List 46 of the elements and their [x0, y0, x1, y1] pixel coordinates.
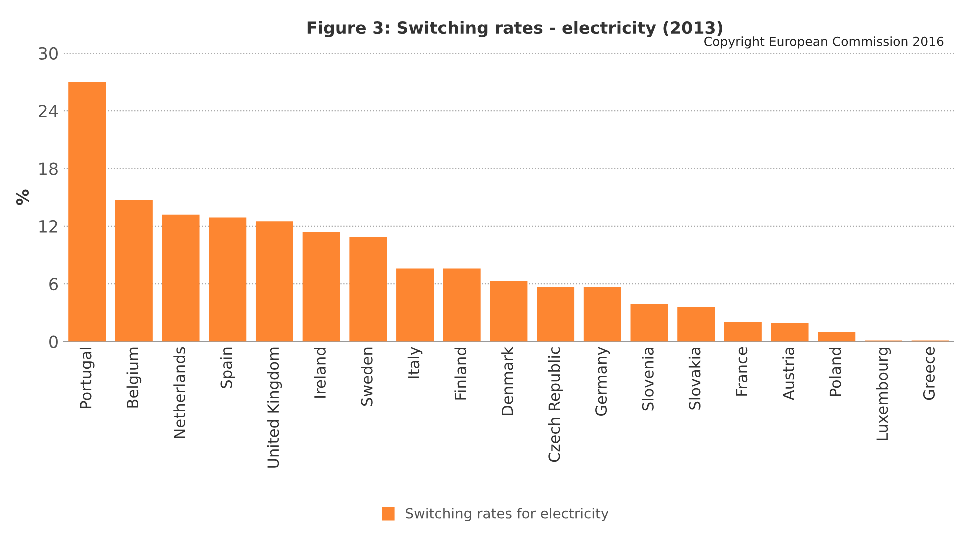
- x-tick-label: Belgium: [126, 348, 142, 408]
- bar: [350, 236, 388, 342]
- bar: [630, 304, 668, 342]
- x-tick-label: United Kingdom: [267, 348, 282, 468]
- y-tick-label: 24: [39, 105, 58, 118]
- x-tick-label: Luxembourg: [876, 348, 892, 440]
- x-tick-label: Austria: [782, 348, 794, 400]
- x-tick-label: Ireland: [314, 348, 326, 398]
- x-tick-label: Italy: [408, 347, 423, 378]
- y-tick-label: 30: [39, 47, 58, 60]
- x-tick-label: Sweden: [361, 348, 373, 406]
- bar: [256, 222, 294, 342]
- x-tick-label: France: [736, 347, 748, 396]
- x-tick-label: Spain: [220, 348, 236, 388]
- bar: [771, 323, 809, 342]
- bar: [724, 322, 762, 342]
- text: Copyright European Commission 2016: [704, 36, 944, 49]
- x-tick-label: Germany: [596, 347, 610, 416]
- bar: [678, 307, 716, 342]
- bar: [443, 268, 481, 342]
- x-tick-label: Slovenia: [642, 348, 654, 411]
- bar: [302, 232, 340, 342]
- y-axis-title: %: [16, 190, 30, 206]
- x-tick-label: Portugal: [80, 348, 95, 408]
- bar: [209, 218, 247, 342]
- bar: [162, 214, 200, 342]
- bar: [818, 332, 856, 342]
- x-tick-label: Czech Republic: [548, 348, 564, 462]
- bar: [537, 286, 575, 342]
- y-tick-label: 6: [50, 278, 58, 291]
- x-tick-label: Denmark: [502, 346, 514, 416]
- bar: [68, 82, 106, 342]
- bar: [115, 200, 153, 342]
- y-tick-label: 18: [40, 162, 58, 176]
- x-tick-label: Finland: [454, 348, 467, 400]
- x-tick-label: Slovakia: [688, 348, 701, 410]
- bar: [396, 268, 434, 342]
- x-tick-label: Poland: [829, 348, 842, 396]
- bar: [490, 281, 528, 342]
- y-tick-label: 0: [50, 336, 58, 348]
- legend-label: Switching rates for electricity: [406, 508, 609, 522]
- x-tick-label: Netherlands: [174, 347, 186, 438]
- bar: [584, 286, 622, 342]
- chart-title: Figure 3: Switching rates - electricity (2013): [308, 21, 722, 38]
- x-tick-label: Greece: [923, 347, 936, 400]
- y-tick-label: 12: [40, 220, 58, 233]
